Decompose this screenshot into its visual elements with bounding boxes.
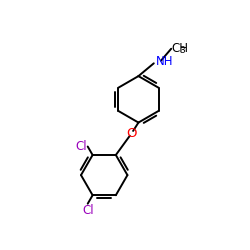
Text: Cl: Cl — [82, 204, 94, 217]
Text: O: O — [126, 127, 137, 140]
Text: Cl: Cl — [75, 140, 87, 153]
Text: NH: NH — [156, 55, 174, 68]
Text: CH: CH — [171, 42, 188, 55]
Text: 3: 3 — [180, 46, 185, 55]
